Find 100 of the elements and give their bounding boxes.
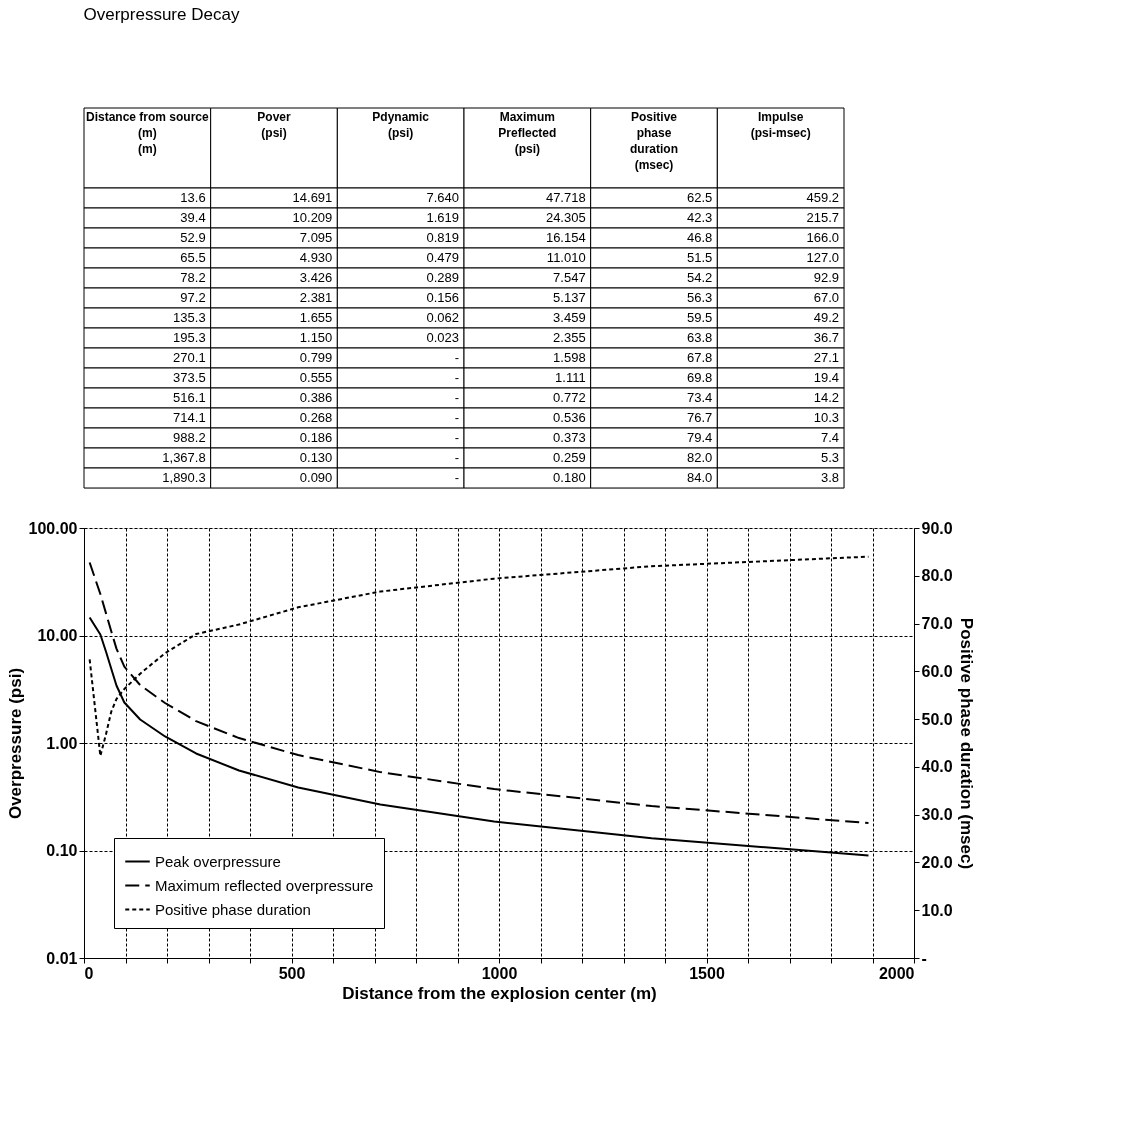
category-label: Pover (psi) [257,110,291,140]
text: - [454,410,459,425]
y2-tick-label: 40.0 [921,758,953,776]
text: Overpressure Decay [83,4,240,24]
x-tick-label: 0 [84,964,94,982]
x-tick-label: 1500 [689,964,725,982]
legend-label: Maximum reflected overpressure [155,876,374,894]
y2-tick-label: 10.0 [921,901,953,919]
text: 0.259 [553,450,586,465]
text: 1.619 [426,210,459,225]
text: 73.4 [687,390,713,405]
text: 19.4 [813,370,839,385]
x-axis-title: Distance from the explosion center (m) [342,983,657,1003]
text: 2.381 [299,290,333,305]
text: 3.8 [820,470,839,485]
y-axis-title: Overpressure (psi) [5,667,25,820]
text: - [454,350,459,365]
text: 0.130 [299,450,333,465]
text: 7.640 [426,190,459,205]
text: 1.598 [553,350,586,365]
text: 47.718 [545,190,586,205]
text: 0.373 [553,430,586,445]
text: 97.2 [180,290,206,305]
text: - [454,450,459,465]
text: 0.536 [553,410,586,425]
text: 1.655 [299,310,333,325]
text: 13.6 [180,190,206,205]
text: 7.4 [820,430,839,445]
text: 69.8 [687,370,713,385]
text: 135.3 [173,310,206,325]
text: 1,890.3 [162,470,206,485]
y2-tick-label: - [921,949,927,967]
text: 92.9 [813,270,839,285]
text: 516.1 [173,390,206,405]
text: 14.691 [292,190,333,205]
text: 67.0 [813,290,839,305]
y2-tick-label: 20.0 [921,853,953,871]
y-tick-label: 100.00 [28,519,78,537]
y-tick-label: 0.10 [46,842,78,859]
text: 714.1 [173,410,206,425]
text: 0.062 [426,310,459,325]
text: 0.555 [299,370,333,385]
text: 0.386 [299,390,333,405]
text: - [454,390,459,405]
category-label: Distance from source (m) (m) [85,110,210,156]
text: 1.111 [555,370,586,385]
text: 67.8 [687,350,713,365]
text: 11.010 [546,250,586,265]
y2-axis-title: Positive phase duration (msec) [956,617,976,870]
text: 82.0 [687,450,713,465]
category-label: Positive phase duration (msec) [630,110,678,172]
text: 42.3 [687,210,713,225]
text: 59.5 [687,310,713,325]
text: 459.2 [806,190,839,205]
x-tick-label: 1000 [481,964,518,982]
x-tick-label: 500 [278,964,306,982]
text: 0.023 [426,330,459,345]
text: 0.090 [299,470,333,485]
category-label: Impulse (psi-msec) [750,110,811,140]
text: 51.5 [687,250,713,265]
text: 16.154 [545,230,586,245]
text: 988.2 [173,430,206,445]
y2-tick-label: 30.0 [921,806,953,824]
y2-tick-label: 70.0 [921,615,953,633]
text: 5.3 [820,450,839,465]
text: - [454,470,459,485]
text: 215.7 [806,210,839,225]
y2-tick-label: 50.0 [921,710,953,728]
text: 1,367.8 [162,450,206,465]
y2-tick-label: 80.0 [921,567,953,585]
text: 373.5 [173,370,206,385]
text: 10.3 [813,410,839,425]
text: 0.479 [426,250,459,265]
legend-label: Positive phase duration [155,900,311,918]
text: 14.2 [813,390,839,405]
text: 195.3 [173,330,206,345]
text: 24.305 [545,210,586,225]
text: 0.180 [553,470,586,485]
text: 46.8 [687,230,713,245]
text: 0.156 [426,290,459,305]
text: 79.4 [687,430,713,445]
text: 62.5 [687,190,713,205]
text: 10.209 [292,210,333,225]
text: 0.819 [426,230,459,245]
text: 0.186 [299,430,333,445]
text: 36.7 [813,330,839,345]
text: 39.4 [180,210,206,225]
text: 5.137 [553,290,586,305]
legend-label: Peak overpressure [155,852,281,870]
text: 270.1 [173,350,206,365]
text: 27.1 [813,350,839,365]
text: 0.268 [299,410,333,425]
text: 166.0 [806,230,839,245]
text: 54.2 [687,270,713,285]
text: 49.2 [813,310,839,325]
text: 4.930 [299,250,333,265]
text: 0.772 [553,390,586,405]
text: 127.0 [806,250,839,265]
text: 1.150 [299,330,333,345]
text: 0.289 [426,270,459,285]
